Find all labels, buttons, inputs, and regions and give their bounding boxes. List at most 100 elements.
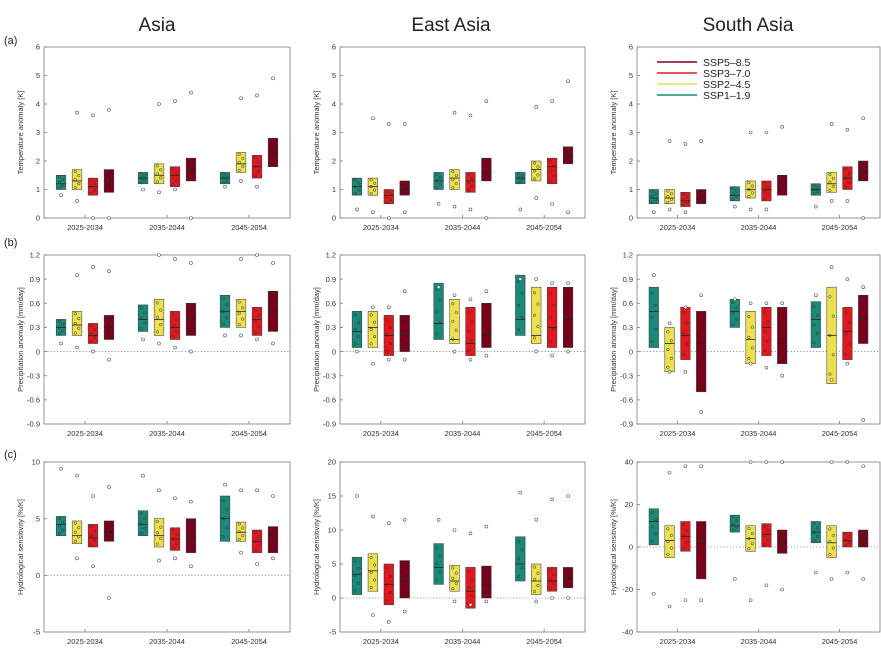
member-point bbox=[435, 186, 439, 190]
member-point bbox=[57, 325, 61, 329]
x-tick-label: 2025-2034 bbox=[363, 223, 399, 232]
member-point bbox=[763, 189, 767, 193]
y-tick-label: 0.3 bbox=[623, 323, 633, 332]
member-point bbox=[666, 552, 670, 556]
member-point bbox=[57, 332, 61, 336]
member-point bbox=[763, 543, 767, 547]
box-ssp119 bbox=[729, 514, 740, 533]
member-point bbox=[175, 318, 179, 322]
member-point bbox=[859, 530, 864, 534]
x-tick-label: 2025-2034 bbox=[67, 429, 103, 438]
outlier-point bbox=[189, 499, 193, 504]
member-point bbox=[109, 321, 113, 325]
x-tick-label: 2025-2034 bbox=[363, 637, 399, 646]
outlier-point bbox=[683, 464, 688, 469]
member-point bbox=[467, 180, 471, 184]
member-point bbox=[435, 578, 439, 582]
outlier-point bbox=[386, 122, 391, 126]
outlier-point bbox=[780, 125, 784, 129]
member-point bbox=[369, 313, 373, 317]
outlier-point bbox=[255, 562, 259, 566]
member-point bbox=[385, 195, 389, 199]
outlier-point bbox=[173, 257, 177, 261]
member-point bbox=[682, 546, 686, 550]
member-point bbox=[564, 576, 568, 580]
member-point bbox=[357, 335, 361, 339]
member-point bbox=[812, 539, 816, 543]
member-point bbox=[93, 327, 97, 331]
member-point bbox=[357, 581, 361, 585]
outlier-point bbox=[239, 179, 243, 183]
member-point bbox=[253, 331, 257, 335]
y-axis-label: Precipitation anomaly [mm/day] bbox=[609, 287, 618, 392]
y-tick-label: 0.9 bbox=[326, 275, 336, 284]
box-ssp585 bbox=[696, 311, 707, 393]
member-point bbox=[685, 540, 689, 544]
member-point bbox=[73, 530, 77, 534]
outlier-point bbox=[173, 187, 177, 192]
member-point bbox=[847, 540, 851, 545]
member-point bbox=[731, 186, 735, 190]
y-tick-label: 3 bbox=[36, 128, 40, 137]
member-point bbox=[73, 321, 77, 325]
member-point bbox=[401, 317, 405, 321]
y-tick-label: 15 bbox=[328, 492, 336, 501]
member-point bbox=[467, 188, 471, 192]
member-point bbox=[373, 563, 377, 567]
outlier-point bbox=[814, 293, 818, 298]
member-point bbox=[844, 310, 848, 315]
outlier-point bbox=[550, 281, 554, 285]
x-tick-label: 2045-2054 bbox=[822, 429, 858, 438]
member-point bbox=[225, 508, 229, 512]
member-point bbox=[109, 174, 113, 178]
member-point bbox=[682, 331, 686, 336]
member-point bbox=[831, 533, 835, 537]
member-point bbox=[89, 185, 93, 189]
outlier-point bbox=[436, 201, 441, 206]
member-point bbox=[159, 176, 163, 180]
outlier-point bbox=[780, 301, 784, 306]
box-ssp585 bbox=[103, 520, 115, 542]
x-tick-label: 2045-2054 bbox=[822, 223, 858, 232]
outlier-point bbox=[468, 297, 473, 302]
outlier-point bbox=[436, 285, 441, 289]
member-point bbox=[237, 300, 241, 304]
box-ssp119 bbox=[515, 536, 526, 582]
member-point bbox=[269, 150, 273, 154]
y-tick-label: 3 bbox=[629, 128, 633, 137]
member-point bbox=[650, 189, 654, 193]
panel-0-0: 0 1 2 3 4 5 6 Temperature anomaly [K] 2025-2034 2… bbox=[16, 43, 291, 232]
box-ssp370 bbox=[547, 157, 558, 185]
y-tick-label: 2 bbox=[332, 157, 336, 166]
member-point bbox=[187, 168, 191, 172]
outlier-point bbox=[91, 265, 95, 269]
member-point bbox=[105, 335, 109, 339]
member-point bbox=[257, 544, 261, 548]
outlier-point bbox=[371, 210, 375, 215]
member-point bbox=[844, 185, 848, 189]
member-point bbox=[454, 571, 458, 575]
member-point bbox=[155, 542, 159, 546]
member-point bbox=[750, 191, 754, 195]
member-point bbox=[815, 332, 820, 336]
y-tick-label: 0.6 bbox=[623, 299, 633, 308]
member-point bbox=[57, 180, 61, 184]
member-point bbox=[273, 543, 277, 547]
member-point bbox=[155, 519, 159, 524]
member-point bbox=[191, 324, 195, 328]
member-point bbox=[863, 327, 867, 331]
member-point bbox=[470, 339, 474, 343]
member-point bbox=[139, 521, 143, 525]
member-point bbox=[77, 181, 81, 186]
x-tick-label: 2025-2034 bbox=[67, 223, 103, 232]
member-point bbox=[57, 516, 61, 520]
member-point bbox=[221, 171, 225, 176]
box-ssp245 bbox=[531, 286, 542, 344]
member-point bbox=[536, 165, 540, 169]
outlier-point bbox=[550, 353, 554, 358]
y-tick-label: 4 bbox=[36, 100, 40, 109]
x-tick-label: 2045-2054 bbox=[231, 637, 267, 646]
member-point bbox=[685, 528, 689, 532]
member-point bbox=[568, 580, 572, 584]
legend-label-ssp119: SSP1–1.9 bbox=[703, 90, 750, 102]
